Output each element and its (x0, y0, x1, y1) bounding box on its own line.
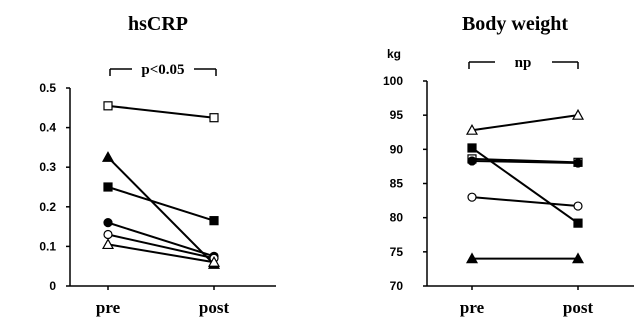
data-point-open-triangle (101, 238, 115, 250)
y-tick-label: 0.2 (39, 200, 56, 214)
data-point-filled-square (467, 143, 477, 153)
data-point-open-triangle (571, 108, 585, 120)
data-point-filled-circle (573, 158, 583, 168)
significance-label: p<0.05 (141, 62, 184, 78)
series-line-2 (107, 156, 215, 265)
data-point-filled-square (103, 182, 113, 192)
data-point-open-circle (103, 229, 113, 240)
data-point-filled-triangle (465, 252, 479, 264)
y-tick-label: 0.4 (39, 121, 56, 135)
x-tick-label-post: post (199, 298, 230, 317)
data-point-open-circle (467, 192, 477, 202)
y-tick-label: 0.3 (39, 160, 56, 174)
series-line-4 (107, 221, 215, 258)
series-line-5 (107, 233, 215, 260)
series-line-6 (107, 243, 215, 264)
data-point-open-triangle (207, 256, 221, 267)
y-tick-label: 90 (390, 142, 404, 156)
chart-panel-body-weight: Body weight kg np 70 75 80 85 90 95 100 pre po… (383, 13, 634, 317)
x-tick-label-pre: pre (460, 298, 485, 317)
axes: 0 0.1 0.2 0.3 0.4 0.5 (39, 81, 276, 293)
series-group (465, 108, 585, 264)
axes: 70 75 80 85 90 95 100 (383, 74, 634, 293)
chart-title: Body weight (462, 13, 568, 35)
data-point-open-triangle (465, 123, 479, 135)
y-tick-label: 75 (390, 245, 404, 259)
y-tick-label: 80 (390, 211, 404, 225)
data-point-filled-square (573, 218, 583, 228)
y-tick-label: 100 (383, 74, 403, 88)
data-point-filled-circle (103, 218, 113, 228)
chart-panel-hscrp: hsCRP p<0.05 0 0.1 0.2 0.3 0.4 0.5 pre post (39, 13, 276, 317)
data-point-filled-circle (467, 156, 477, 166)
y-tick-label: 95 (390, 108, 404, 122)
y-tick-label: 85 (390, 177, 404, 191)
y-tick-label: 0.5 (39, 81, 56, 95)
y-tick-label: 0.1 (39, 239, 56, 253)
data-point-filled-square (209, 216, 219, 226)
x-tick-label-post: post (563, 298, 594, 317)
series-line-5 (471, 196, 579, 208)
series-line-1 (107, 104, 215, 119)
y-tick-label: 0 (49, 279, 56, 293)
series-line-4 (471, 159, 579, 164)
y-tick-label: 70 (390, 279, 404, 293)
series-line-3 (107, 186, 215, 222)
y-axis-label: kg (387, 47, 401, 61)
data-point-filled-triangle (101, 151, 115, 162)
significance-label: np (515, 55, 532, 71)
data-point-open-square (103, 101, 113, 111)
data-point-open-square (209, 113, 219, 123)
series-group (101, 101, 221, 269)
chart-title: hsCRP (128, 13, 188, 35)
data-point-open-circle (573, 201, 583, 211)
x-tick-label-pre: pre (96, 298, 121, 317)
series-line-1 (471, 114, 579, 132)
data-point-filled-triangle (571, 252, 585, 264)
